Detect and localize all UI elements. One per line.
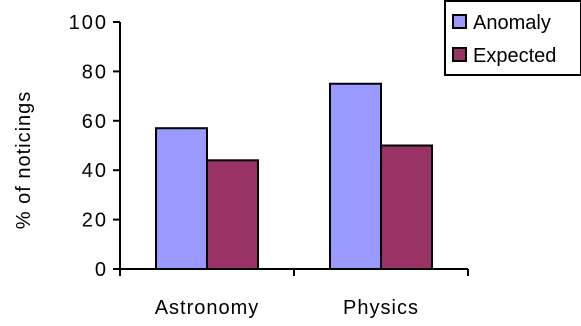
y-tick-label-0: 0 [95,259,108,281]
legend-swatch-anomaly [452,14,467,29]
plot-area: Astronomy Physics 0 20 40 60 80 100 [69,12,469,319]
y-tick-label-60: 60 [82,111,108,133]
y-tick-label-80: 80 [82,61,108,83]
y-axis-title: % of noticings [13,91,35,230]
legend-label-anomaly: Anomaly [473,12,551,34]
x-tick-label-astronomy: Astronomy [155,297,260,319]
y-tick-label-20: 20 [82,210,108,232]
legend-swatch-expected [452,47,467,62]
bar-anomaly-astronomy [155,127,208,270]
bar-expected-astronomy [206,159,259,271]
y-tick-label-100: 100 [69,12,108,34]
bar-anomaly-physics [329,82,382,270]
legend: Anomaly Expected [444,0,581,76]
y-tick-label-40: 40 [82,160,108,182]
bar-expected-physics [380,144,433,270]
legend-box [444,0,581,76]
legend-label-expected: Expected [473,45,556,67]
x-tick-label-physics: Physics [343,297,419,319]
